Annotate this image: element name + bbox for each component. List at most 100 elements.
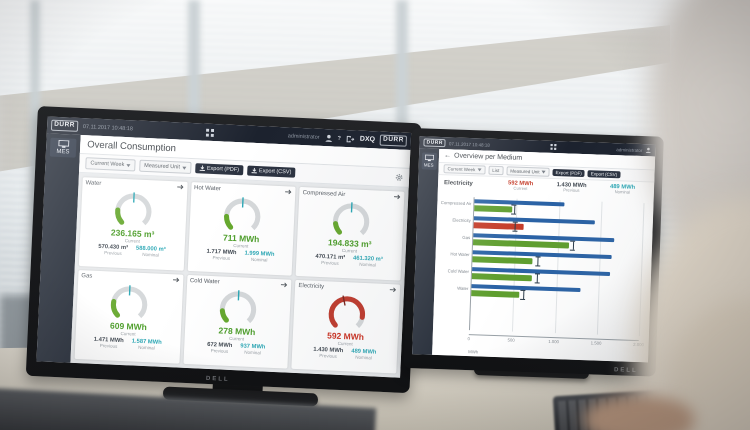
export-csv-button[interactable]: Export (CSV): [246, 165, 296, 178]
left-sidebar: MES: [36, 133, 81, 363]
gauge: [219, 290, 257, 328]
gear-icon[interactable]: [395, 173, 403, 181]
panel-title: Compressed Air: [302, 189, 346, 198]
download-icon: [251, 167, 257, 174]
x-tick-label: 500: [507, 337, 515, 343]
legend-previous-label: Previous: [563, 187, 580, 194]
monitor-icon: [424, 154, 434, 162]
gauge-grid: Water 236.165 m³ Current 570.430 m³ Prev…: [70, 173, 408, 378]
gauge: [328, 295, 365, 333]
back-icon[interactable]: ←: [443, 152, 452, 160]
unit-dropdown[interactable]: Measured Unit: [138, 159, 192, 174]
current-bar: [474, 205, 513, 213]
open-detail-arrow-icon[interactable]: [172, 276, 180, 283]
gauge: [224, 197, 261, 235]
gauge-panel: Gas 609 MWh Current 1.471 MWh Previous 1…: [74, 270, 184, 364]
panel-title: Hot Water: [193, 184, 222, 192]
chart-plot-area: Compressed Air Electricity Gas Hot Water Col…: [441, 197, 645, 337]
unit-dropdown[interactable]: Measured Unit: [506, 166, 550, 177]
gauge-panel: Electricity 592 MWh Current 1.430 MWh Pr…: [291, 279, 401, 374]
nominal-marker: [535, 256, 541, 267]
person-hand: [584, 396, 694, 430]
current-label: Current: [120, 331, 136, 338]
open-detail-arrow-icon[interactable]: [389, 286, 397, 293]
export-pdf-button[interactable]: Export (PDF): [194, 163, 244, 176]
previous-label: Previous: [321, 260, 339, 267]
medium-bar-chart: Compressed Air Electricity Gas Hot Water Col…: [432, 192, 654, 362]
left-toolbar: Current Week Measured Unit Export (PDF): [79, 153, 410, 188]
apps-icon[interactable]: [550, 143, 557, 151]
open-detail-arrow-icon[interactable]: [176, 183, 184, 190]
legend-medium[interactable]: Electricity: [443, 180, 473, 188]
nominal-label: Nominal: [250, 257, 268, 263]
clock: 07.11.2017 10:48:18: [82, 123, 134, 132]
right-monitor: DÜRR 07.11.2017 10:48:18 administrator: [403, 128, 664, 377]
current-label: Current: [229, 336, 245, 342]
download-icon: [199, 165, 205, 171]
category-label: Water: [457, 285, 469, 292]
current-bar: [471, 273, 533, 282]
nominal-marker: [520, 289, 526, 301]
period-dropdown[interactable]: Current Week: [85, 157, 136, 172]
x-tick-label: 1.500: [590, 340, 602, 346]
list-button[interactable]: List: [488, 165, 504, 176]
user-icon[interactable]: [324, 134, 332, 142]
dxq-logo: DXQ: [359, 135, 376, 144]
open-detail-arrow-icon[interactable]: [393, 193, 401, 200]
export-pdf-button[interactable]: Export (PDF): [552, 168, 585, 178]
x-tick-label: 0: [467, 336, 470, 342]
nominal-marker: [570, 240, 576, 251]
previous-label: Previous: [212, 255, 231, 262]
gauge-panel: Hot Water 711 MWh Current 1.717 MWh Prev…: [187, 182, 296, 276]
gauge: [111, 285, 148, 323]
nominal-marker: [534, 273, 540, 284]
x-axis-label: MWh: [468, 349, 479, 355]
page-title: Overview per Medium: [453, 152, 523, 162]
gauge: [332, 202, 369, 240]
gauge: [115, 192, 152, 230]
previous-label: Previous: [210, 348, 229, 355]
legend-nominal-label: Nominal: [614, 189, 631, 196]
username-label: administrator: [287, 132, 320, 141]
open-detail-arrow-icon[interactable]: [280, 281, 288, 288]
username-label: administrator: [616, 146, 643, 153]
gauge-panel: Water 236.165 m³ Current 570.430 m³ Prev…: [78, 177, 188, 271]
nominal-marker: [511, 204, 517, 215]
durr-logo: DÜRR: [379, 134, 408, 147]
legend-current-label: Current: [513, 185, 528, 192]
export-csv-button[interactable]: Export (CSV): [587, 170, 621, 179]
left-screen: DÜRR 07.11.2017 10:48:18 administrator ?: [36, 116, 412, 378]
open-detail-arrow-icon[interactable]: [285, 188, 293, 195]
sidebar-item-label: MES: [423, 162, 434, 168]
logout-icon[interactable]: [346, 135, 355, 143]
panel-title: Electricity: [298, 282, 325, 290]
current-label: Current: [124, 238, 140, 245]
help-icon[interactable]: ?: [337, 135, 342, 142]
monitor-icon: [57, 139, 69, 148]
sidebar-item-label: MES: [56, 148, 70, 156]
sidebar-item-mes[interactable]: MES: [49, 137, 77, 158]
apps-icon[interactable]: [206, 128, 215, 137]
current-label: Current: [337, 341, 353, 347]
left-monitor: DÜRR 07.11.2017 10:48:18 administrator ?: [25, 106, 422, 394]
previous-label: Previous: [99, 343, 118, 350]
period-dropdown[interactable]: Current Week: [443, 164, 486, 175]
nominal-label: Nominal: [138, 345, 155, 351]
chevron-down-icon: [126, 163, 131, 167]
durr-logo: DÜRR: [423, 138, 447, 148]
previous-label: Previous: [104, 250, 122, 257]
chevron-down-icon: [181, 166, 187, 170]
right-sidebar: MES: [412, 148, 440, 355]
gauge-panel: Cold Water 278 MWh Current 672 MWh Previ…: [183, 274, 292, 369]
panel-title: Cold Water: [189, 277, 220, 285]
left-app-topbar: DÜRR 07.11.2017 10:48:18 administrator ?: [46, 116, 412, 150]
sidebar-item-mes[interactable]: MES: [421, 152, 437, 170]
category-label: Electricity: [452, 217, 471, 224]
gauge-panel: Compressed Air 194.833 m³ Current 470.17…: [295, 186, 405, 281]
current-label: Current: [341, 248, 357, 254]
current-bar: [471, 290, 520, 298]
category-label: Gas: [462, 234, 471, 241]
nominal-label: Nominal: [359, 262, 376, 268]
previous-label: Previous: [319, 353, 337, 360]
